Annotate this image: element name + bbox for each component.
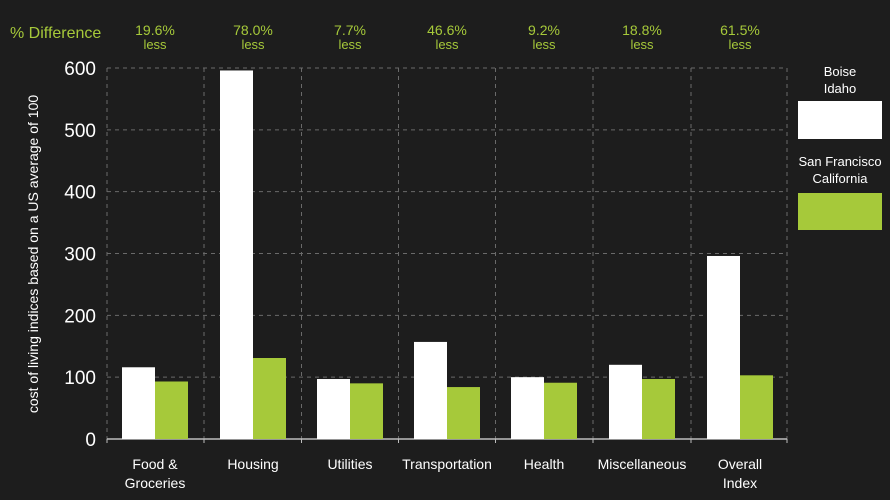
bar-boise-4	[511, 377, 544, 439]
labels: 0 100 200 300 400 500 600 Food & Groceries Housin…	[64, 22, 762, 491]
diff-note-label: less	[630, 37, 654, 52]
diff-note-label: less	[338, 37, 362, 52]
bar-san_francisco-6	[740, 375, 773, 439]
diff-note-label: less	[728, 37, 752, 52]
diff-note-label: less	[532, 37, 556, 52]
bar-boise-2	[317, 379, 350, 439]
diff-value-label: 7.7%	[334, 22, 366, 38]
y-tick-label: 100	[64, 368, 96, 389]
x-category-label: Transportation	[402, 456, 492, 472]
x-category-label: Utilities	[327, 456, 372, 472]
y-tick-label: 0	[85, 430, 96, 451]
bar-san_francisco-4	[544, 382, 577, 439]
bar-boise-1	[220, 70, 253, 440]
y-tick-label: 200	[64, 306, 96, 327]
legend-boise-line1: Boise	[823, 64, 857, 79]
legend-boise-swatch	[798, 101, 882, 139]
x-category-label: Index	[723, 475, 757, 491]
bar-boise-6	[707, 255, 740, 439]
bar-boise-3	[414, 341, 447, 439]
y-tick-label: 400	[64, 183, 96, 204]
x-category-label: Overall	[718, 456, 762, 472]
x-category-label: Housing	[227, 456, 278, 472]
diff-note-label: less	[143, 37, 167, 52]
diff-value-label: 46.6%	[427, 22, 467, 38]
legend-sf-label: San Francisco California	[790, 153, 890, 187]
y-axis-title: cost of living indices based on a US ave…	[25, 95, 41, 414]
y-tick-label: 300	[64, 245, 96, 266]
diff-value-label: 18.8%	[622, 22, 662, 38]
diff-note-label: less	[241, 37, 265, 52]
x-category-label: Miscellaneous	[598, 456, 687, 472]
bar-san_francisco-2	[350, 383, 383, 439]
bar-san_francisco-3	[447, 387, 480, 439]
diff-value-label: 78.0%	[233, 22, 273, 38]
legend-sf-line1: San Francisco	[798, 154, 882, 169]
y-tick-label: 500	[64, 121, 96, 142]
bar-boise-0	[122, 367, 155, 439]
x-category-label: Health	[524, 456, 564, 472]
diff-value-label: 19.6%	[135, 22, 175, 38]
bar-san_francisco-1	[253, 357, 286, 439]
x-category-label: Groceries	[125, 475, 186, 491]
diff-value-label: 9.2%	[528, 22, 560, 38]
y-tick-label: 600	[64, 59, 96, 80]
legend-boise-line2: Idaho	[823, 81, 857, 96]
diff-title: % Difference	[10, 25, 101, 42]
bar-san_francisco-5	[642, 379, 675, 439]
diff-value-label: 61.5%	[720, 22, 760, 38]
x-category-label: Food &	[132, 456, 178, 472]
legend-boise-label: Boise Idaho	[798, 63, 882, 97]
bar-san_francisco-0	[155, 381, 188, 439]
legend-sf-swatch	[798, 193, 882, 230]
bar-boise-5	[609, 364, 642, 439]
legend-sf-line2: California	[812, 171, 868, 186]
bars	[122, 70, 773, 440]
diff-note-label: less	[435, 37, 459, 52]
